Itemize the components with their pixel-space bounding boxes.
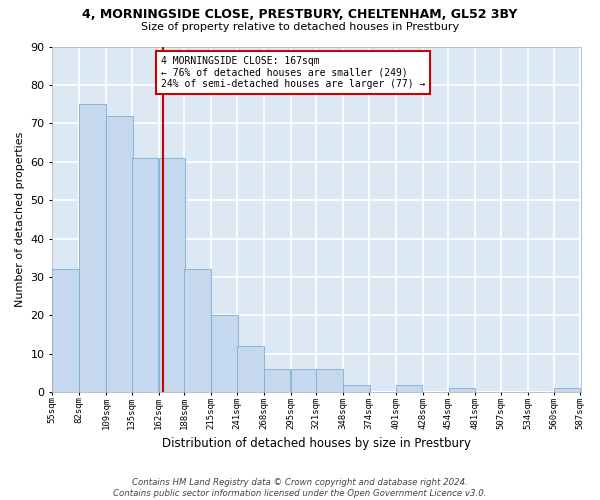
Bar: [396, 384, 422, 392]
Text: Size of property relative to detached houses in Prestbury: Size of property relative to detached ho…: [141, 22, 459, 32]
X-axis label: Distribution of detached houses by size in Prestbury: Distribution of detached houses by size …: [163, 437, 472, 450]
Bar: [264, 369, 290, 392]
Bar: [52, 270, 79, 392]
Y-axis label: Number of detached properties: Number of detached properties: [15, 132, 25, 307]
Text: 4 MORNINGSIDE CLOSE: 167sqm
← 76% of detached houses are smaller (249)
24% of se: 4 MORNINGSIDE CLOSE: 167sqm ← 76% of det…: [161, 56, 425, 90]
Bar: [237, 346, 263, 392]
Text: 4, MORNINGSIDE CLOSE, PRESTBURY, CHELTENHAM, GL52 3BY: 4, MORNINGSIDE CLOSE, PRESTBURY, CHELTEN…: [82, 8, 518, 20]
Bar: [132, 158, 158, 392]
Bar: [449, 388, 475, 392]
Bar: [211, 316, 238, 392]
Bar: [79, 104, 106, 392]
Bar: [184, 270, 211, 392]
Bar: [316, 369, 343, 392]
Bar: [290, 369, 317, 392]
Bar: [158, 158, 185, 392]
Text: Contains HM Land Registry data © Crown copyright and database right 2024.
Contai: Contains HM Land Registry data © Crown c…: [113, 478, 487, 498]
Bar: [106, 116, 133, 392]
Bar: [343, 384, 370, 392]
Bar: [554, 388, 580, 392]
